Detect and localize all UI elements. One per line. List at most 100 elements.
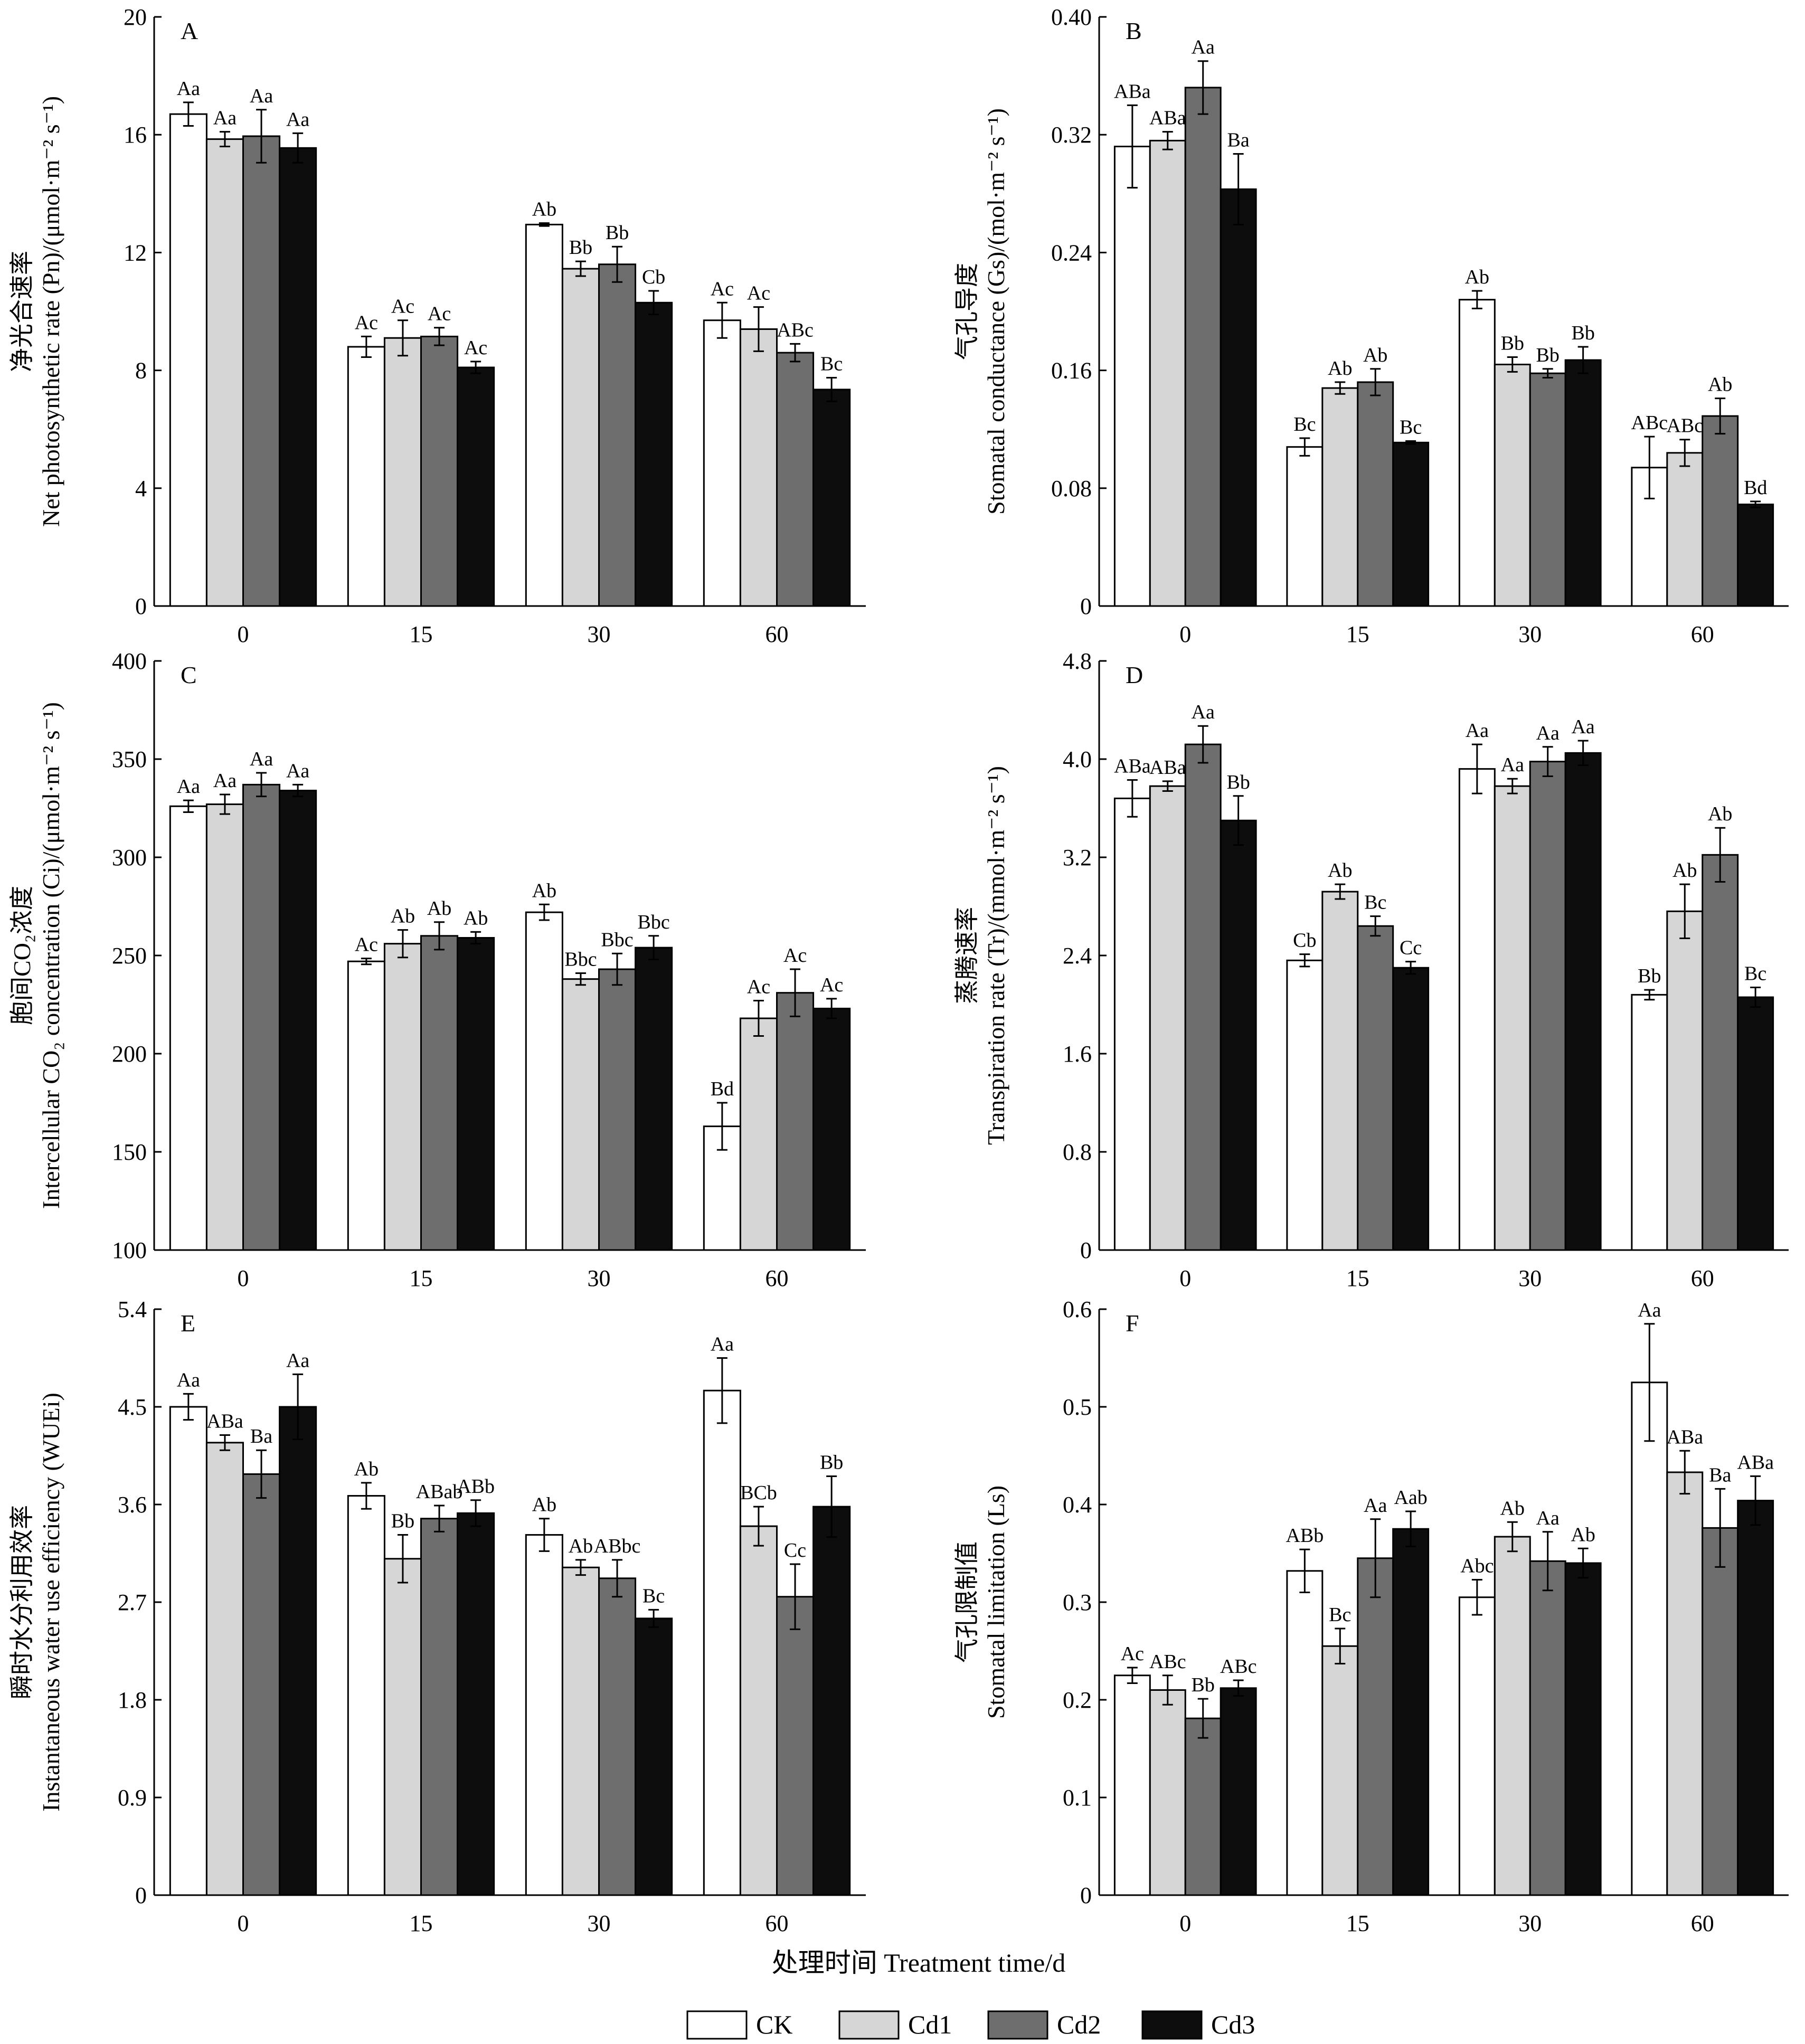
significance-label: Bb [1571,322,1594,344]
significance-label: ABa [1149,756,1186,779]
significance-label: Aa [213,107,237,129]
significance-label: Bc [820,353,843,375]
x-tick-label: 60 [1691,1910,1714,1936]
significance-label: Bc [1329,1604,1351,1626]
y-axis-label-en: Instantaneous water use efficiency (WUEi… [37,1393,64,1812]
bar [1458,1596,1496,1896]
bar [1357,1557,1394,1896]
bar [1220,1687,1257,1896]
bar [420,935,459,1251]
bar [1737,996,1774,1251]
significance-label: Bc [1293,413,1316,436]
bar [205,138,244,607]
significance-label: ABa [1114,80,1151,102]
x-tick-label: 15 [410,621,433,647]
bar [1184,87,1222,607]
bar [1321,891,1359,1251]
x-tick-label: 0 [238,1265,249,1291]
x-tick-label: 0 [1179,1265,1191,1291]
y-tick-label: 400 [112,648,147,674]
x-tick-label: 30 [1518,1265,1542,1291]
y-tick-label: 4.5 [118,1394,147,1420]
significance-label: ABa [1149,107,1186,129]
significance-label: Ab [1363,344,1387,366]
significance-label: ABa [206,1410,243,1432]
y-tick-label: 0.08 [1051,476,1092,501]
significance-label: Aa [1638,1299,1661,1321]
bar [635,947,673,1251]
y-axis-label-en: Intercellular CO₂ concentration (Ci)/(μm… [37,702,64,1209]
x-tick-label: 60 [766,1265,789,1291]
legend-label: Cd3 [1211,2010,1255,2039]
y-tick-label: 5.4 [118,1297,147,1322]
y-tick-label: 0 [1080,1237,1092,1263]
significance-label: Aa [1192,36,1215,59]
bar [739,328,778,607]
significance-label: Ac [391,296,414,318]
y-tick-label: 350 [112,746,147,772]
significance-label: Bb [820,1452,843,1474]
panel-letter: E [181,1310,195,1337]
bar [242,783,281,1251]
y-axis-label-cn: 瞬时水分利用效率 [8,1505,35,1699]
bar [812,1007,851,1251]
bar [1286,446,1324,607]
significance-label: Ac [747,282,770,305]
bar [1149,1689,1186,1896]
y-tick-label: 3.6 [118,1492,147,1518]
significance-label: Ac [820,974,843,996]
bar [205,803,244,1251]
bar [205,1442,244,1896]
significance-label: Ab [1708,803,1732,825]
bar [1149,785,1186,1251]
significance-label: Ac [747,976,770,998]
y-tick-label: 1.8 [118,1687,147,1713]
significance-label: Aa [1466,720,1489,742]
bar [1666,1471,1704,1896]
significance-label: ABa [1114,755,1151,778]
bar [598,968,637,1251]
bar [383,1558,422,1896]
y-tick-label: 8 [135,358,147,384]
significance-label: ABab [416,1481,463,1503]
bar [457,1512,495,1896]
bar [561,1566,600,1896]
bar [812,1506,851,1896]
panel-d: 0 0.8 1.6 2.4 3.2 4.0 4.8 D 蒸腾速率 Transpiration ra… [953,648,1789,1291]
significance-label: Aa [1536,1507,1560,1529]
significance-label: Ab [1465,266,1489,288]
y-tick-label: 4 [135,476,147,501]
x-tick-label: 60 [1691,1265,1714,1291]
x-tick-label: 15 [1346,1265,1369,1291]
significance-label: Ac [1121,1643,1144,1665]
legend-label: CK [756,2010,792,2039]
bar [279,147,317,607]
y-tick-label: 3.2 [1063,845,1092,870]
x-tick-label: 15 [410,1265,433,1291]
legend: CK Cd1 Cd2 Cd3 [686,2010,1255,2040]
bar [1564,359,1602,607]
bar [739,1525,778,1896]
bar [279,1406,317,1896]
x-axis-title: 处理时间 Treatment time/d [772,1948,1065,1977]
x-tick-label: 60 [766,1910,789,1936]
bar [776,992,815,1251]
significance-label: Aa [1536,722,1560,744]
significance-label: Aa [213,770,237,792]
y-tick-label: 20 [124,4,147,30]
significance-label: Ac [464,337,487,359]
bar [420,1518,459,1896]
bar [635,301,673,607]
bar [1286,1570,1324,1896]
significance-label: Bc [1744,962,1766,985]
significance-label: Aa [1364,1494,1387,1517]
x-tick-label: 60 [766,621,789,647]
y-tick-label: 0.32 [1051,122,1092,148]
panel-letter: A [181,17,198,44]
bar [1149,139,1186,607]
significance-label: Ba [1227,129,1250,151]
significance-label: Aa [250,85,273,107]
y-tick-label: 150 [112,1139,147,1165]
bar [242,1473,281,1896]
significance-label: ABc [1666,415,1703,437]
